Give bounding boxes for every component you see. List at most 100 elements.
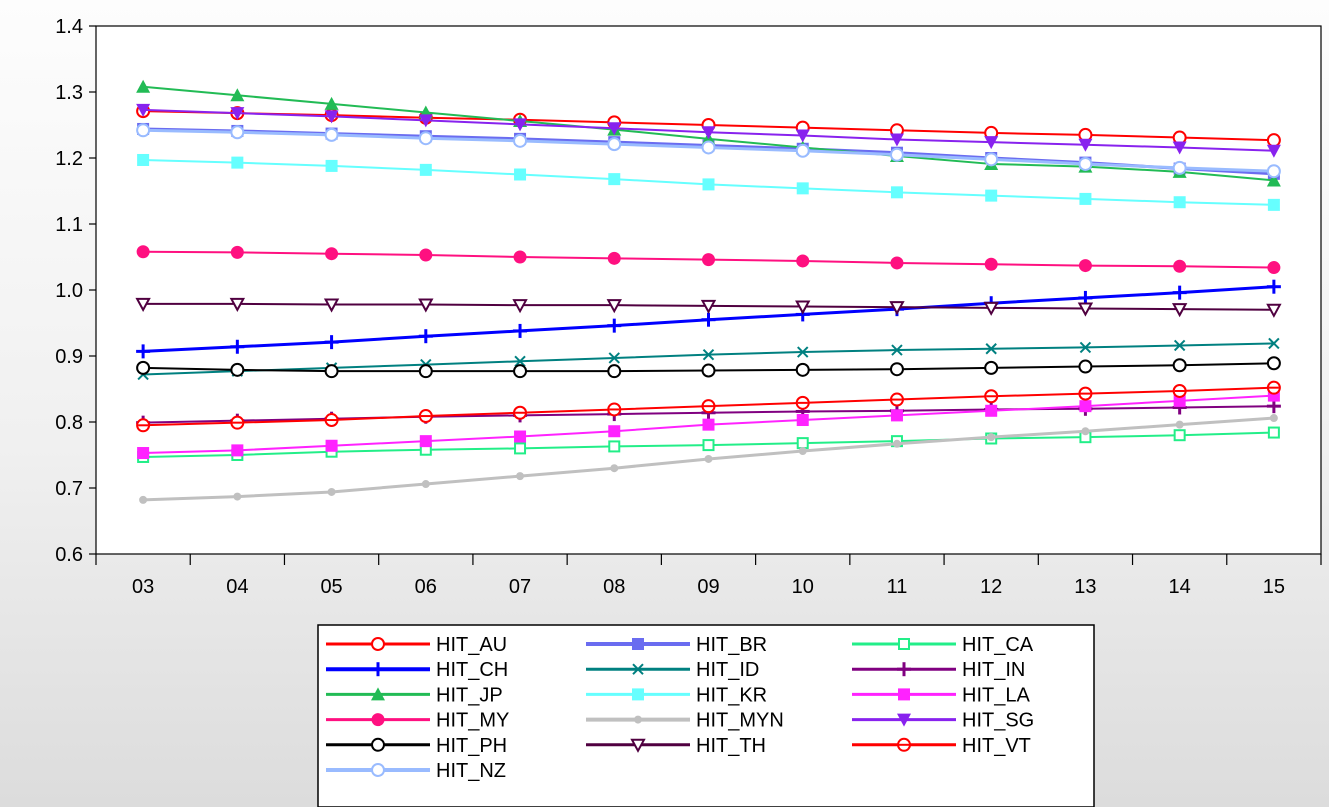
point-hit-nz-14: [1172, 160, 1187, 175]
point-hit-ca-08: [608, 440, 621, 453]
point-hit-ph-08: [607, 364, 622, 379]
point-hit-ph-11: [889, 362, 904, 377]
point-hit-id-11-b: [891, 344, 903, 356]
x-tick-label: 12: [980, 576, 1002, 598]
point-hit-myn-05: [327, 487, 336, 496]
legend-label: HIT_IN: [962, 659, 1025, 681]
point-hit-th-06: [418, 298, 434, 313]
point-hit-my-10: [796, 254, 810, 268]
x-tick-label: 10: [792, 576, 814, 598]
legend-marker-hit-sg: [897, 713, 911, 727]
point-hit-la-13: [1079, 400, 1092, 413]
legend-item-hit-in: HIT_IN: [852, 659, 1025, 681]
legend-marker-hit-id-b: [632, 663, 644, 675]
series-hit-myn: [139, 414, 1278, 504]
legend-label: HIT_TH: [696, 735, 766, 757]
point-hit-la-06: [419, 435, 432, 448]
point-hit-vt-06: [418, 409, 433, 424]
point-hit-vt-08: [607, 402, 622, 417]
point-hit-sg-07: [513, 118, 528, 132]
point-hit-vt-07: [513, 405, 528, 420]
point-hit-ch-14: [1172, 285, 1187, 300]
point-hit-my-09: [702, 253, 715, 267]
point-hit-nz-05: [324, 127, 339, 142]
point-hit-la-04: [231, 444, 244, 457]
point-hit-jp-15: [1266, 173, 1281, 187]
point-hit-vt-15: [1266, 380, 1281, 395]
legend-item-hit-br: HIT_BR: [586, 634, 767, 656]
point-hit-th-15: [1266, 303, 1282, 318]
point-hit-ph-04: [230, 362, 245, 377]
point-hit-th-10: [795, 300, 811, 315]
point-hit-nz-11: [889, 147, 904, 162]
point-hit-ch-09: [701, 312, 716, 327]
point-hit-id-08: [608, 352, 620, 364]
legend-item-hit-au: HIT_AU: [326, 634, 507, 656]
point-hit-kr-08: [608, 173, 621, 186]
legend-label: HIT_ID: [696, 659, 759, 681]
point-hit-my-08: [607, 251, 621, 265]
y-tick-label: 1.4: [55, 16, 83, 38]
point-hit-id-07-b: [514, 355, 526, 367]
point-hit-th-05: [323, 298, 340, 313]
point-hit-sg-11: [889, 133, 904, 147]
legend-label: HIT_LA: [962, 684, 1030, 706]
x-tick-label: 15: [1263, 576, 1285, 598]
point-hit-th-08: [606, 299, 622, 314]
legend-label: HIT_MYN: [696, 710, 784, 732]
point-hit-jp-05: [324, 96, 339, 110]
point-hit-vt-10: [795, 395, 810, 410]
point-hit-sg-09: [701, 126, 716, 140]
point-hit-myn-13: [1081, 427, 1090, 436]
point-hit-sg-08: [607, 122, 622, 136]
legend-item-hit-nz: HIT_NZ: [326, 760, 506, 782]
point-hit-my-06: [419, 248, 433, 262]
point-hit-sg-10: [795, 129, 810, 143]
legend-marker-hit-th: [630, 738, 646, 753]
point-hit-myn-14: [1175, 420, 1184, 429]
point-hit-my-14: [1173, 259, 1187, 273]
y-tick-label: 1.2: [55, 148, 83, 170]
legend-label: HIT_JP: [436, 684, 503, 706]
point-hit-la-05: [325, 439, 338, 452]
point-hit-myn-03: [139, 495, 148, 504]
legend-label: HIT_NZ: [436, 760, 506, 782]
point-hit-nz-15: [1266, 164, 1281, 179]
point-hit-vt-04: [230, 415, 245, 430]
point-hit-ph-12: [984, 360, 999, 375]
point-hit-la-08: [608, 425, 621, 438]
x-tick-label: 08: [603, 576, 625, 598]
point-hit-la-03: [137, 447, 150, 460]
series-hit-ph: [136, 356, 1281, 379]
legend-marker-hit-br: [632, 638, 644, 650]
point-hit-my-13: [1078, 259, 1092, 273]
point-hit-myn-12: [987, 433, 996, 442]
x-tick-label: 14: [1169, 576, 1191, 598]
legend-item-hit-ph: HIT_PH: [326, 735, 507, 757]
point-hit-vt-05: [324, 413, 339, 428]
point-hit-ch-06: [418, 329, 433, 344]
point-hit-la-12: [985, 404, 998, 417]
point-hit-th-14: [1171, 303, 1188, 318]
point-hit-myn-10: [798, 447, 807, 456]
point-hit-nz-03: [136, 123, 151, 138]
series-hit-la: [137, 389, 1280, 460]
point-hit-th-11: [889, 301, 905, 316]
legend-marker-hit-jp: [371, 687, 385, 701]
legend-marker-hit-au: [371, 637, 385, 651]
legend-item-hit-id: HIT_ID: [586, 659, 759, 681]
legend-label: HIT_SG: [962, 710, 1034, 732]
legend-marker-hit-ch: [371, 662, 385, 677]
point-hit-vt-11: [889, 392, 904, 407]
point-hit-sg-12: [984, 136, 999, 150]
point-hit-au-15: [1266, 133, 1281, 148]
point-hit-la-14: [1173, 394, 1186, 407]
point-hit-id-07: [514, 355, 526, 367]
y-tick-label: 0.6: [55, 544, 83, 566]
point-hit-sg-03: [136, 103, 151, 117]
legend-label: HIT_KR: [696, 684, 767, 706]
point-hit-ph-14: [1172, 358, 1187, 373]
legend-item-hit-my: HIT_MY: [326, 710, 509, 732]
point-hit-la-07: [514, 430, 527, 443]
